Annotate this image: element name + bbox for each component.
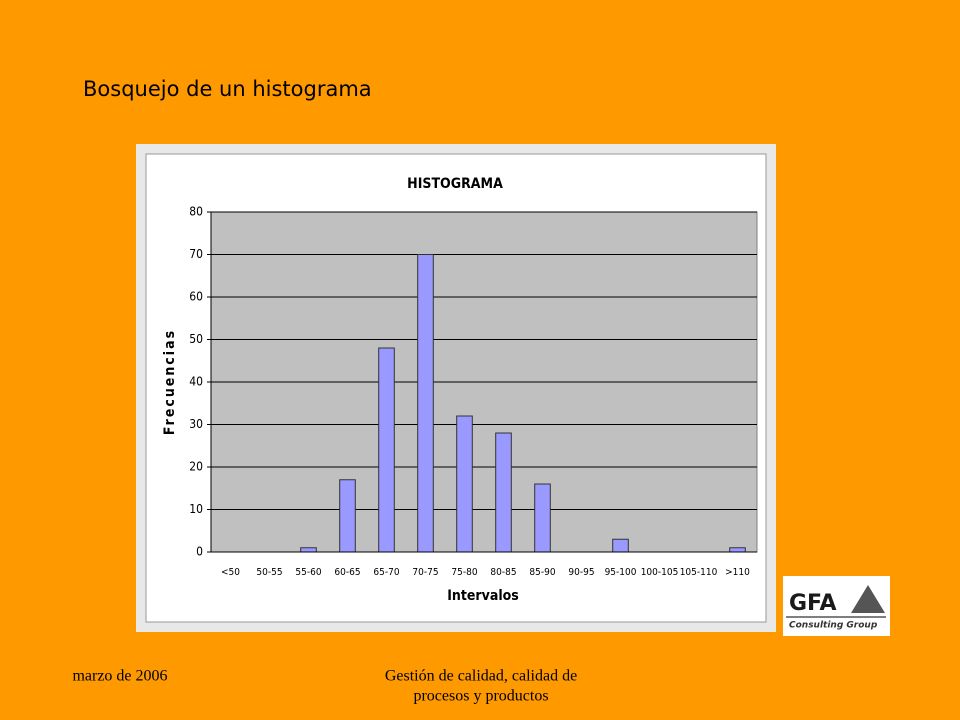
y-tick-label: 30 [189, 417, 203, 431]
x-tick-label: 55-60 [295, 567, 321, 578]
x-tick-label: 95-100 [605, 567, 637, 578]
slide-title: Bosquejo de un histograma [83, 77, 372, 101]
y-axis-label: Frecuencias [162, 329, 178, 435]
x-tick-label: 105-110 [680, 567, 718, 578]
y-tick-label: 80 [189, 205, 203, 219]
bar [300, 547, 317, 553]
y-tick-label: 50 [189, 332, 203, 346]
bar [534, 483, 551, 553]
y-tick-label: 10 [189, 502, 203, 516]
y-tick-label: 20 [189, 460, 203, 474]
x-tick-label: <50 [221, 567, 240, 578]
bar [417, 254, 434, 553]
y-tick-label: 0 [196, 545, 203, 559]
x-tick-label: 85-90 [529, 567, 555, 578]
x-tick-label: >110 [725, 567, 750, 578]
footer-text: procesos y productos [413, 688, 548, 705]
y-tick-label: 70 [189, 247, 203, 261]
bar [456, 415, 473, 553]
x-axis-label: Intervalos [447, 588, 519, 604]
x-tick-label: 70-75 [412, 567, 438, 578]
chart-image: HISTOGRAMA Intervalos Frecuencias 0 10 20 3… [136, 144, 776, 632]
x-tick-label: 60-65 [334, 567, 360, 578]
footer-date: marzo de 2006 [72, 668, 167, 685]
bar [612, 538, 629, 553]
footer-text: Gestión de calidad, calidad de [385, 668, 577, 685]
logo-triangle [851, 585, 885, 613]
logo-subtitle: Consulting Group [789, 621, 878, 631]
y-tick-label: 40 [189, 375, 203, 389]
x-tick-label: 50-55 [256, 567, 282, 578]
x-tick-label: 75-80 [451, 567, 477, 578]
bar [495, 432, 512, 553]
bar [729, 547, 746, 553]
x-tick-label: 90-95 [568, 567, 594, 578]
logo-name: GFA [789, 591, 837, 616]
x-tick-label: 80-85 [490, 567, 516, 578]
logo: GFA Consulting Group [783, 576, 890, 636]
chart-title: HISTOGRAMA [407, 176, 503, 192]
x-tick-label: 100-105 [641, 567, 679, 578]
y-tick-label: 60 [189, 290, 203, 304]
bar [378, 347, 395, 553]
x-tick-label: 65-70 [373, 567, 399, 578]
bar [339, 479, 356, 553]
